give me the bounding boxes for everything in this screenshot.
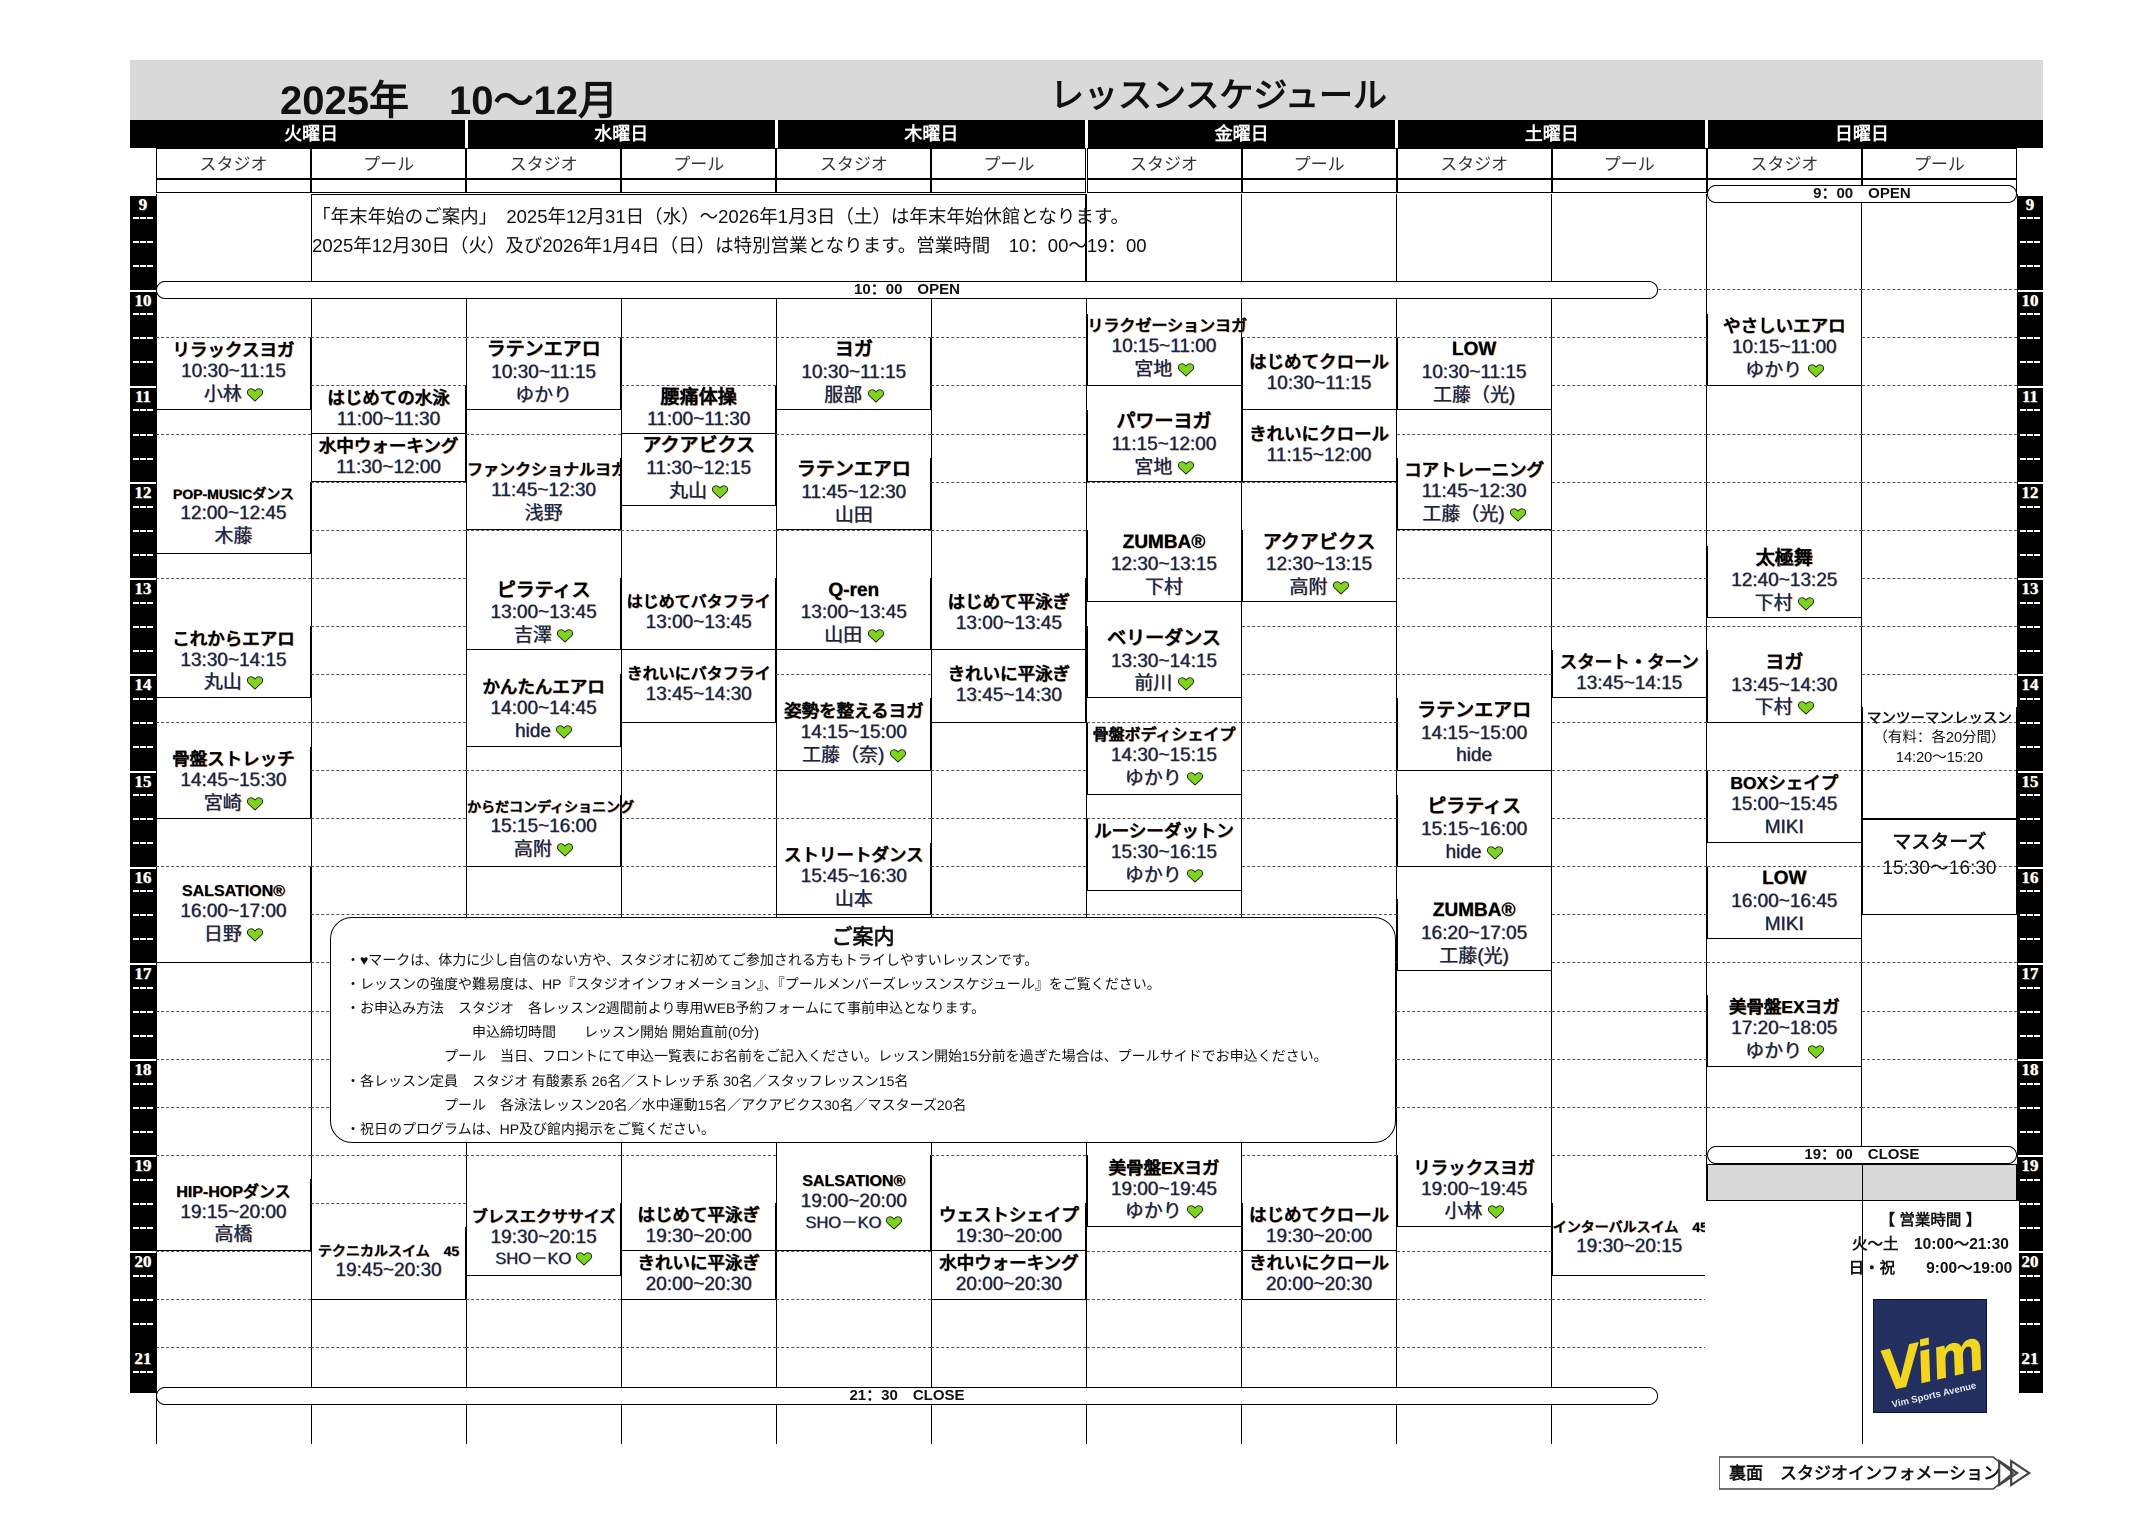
svg-text:裏面 スタジオインフォメーション: 裏面 スタジオインフォメーション [1728,1463,2000,1483]
